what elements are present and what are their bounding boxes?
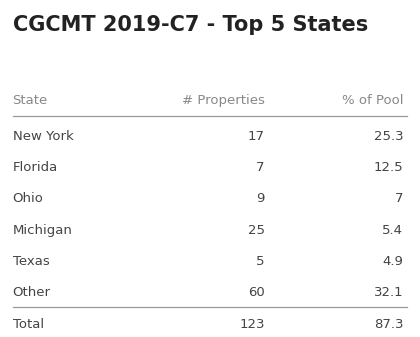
Text: Ohio: Ohio [13,192,44,206]
Text: 12.5: 12.5 [373,161,403,174]
Text: Florida: Florida [13,161,58,174]
Text: CGCMT 2019-C7 - Top 5 States: CGCMT 2019-C7 - Top 5 States [13,15,368,35]
Text: 5: 5 [256,255,265,268]
Text: 32.1: 32.1 [373,286,403,300]
Text: Total: Total [13,318,44,332]
Text: New York: New York [13,130,74,143]
Text: State: State [13,94,48,108]
Text: 4.9: 4.9 [382,255,403,268]
Text: 60: 60 [248,286,265,300]
Text: 9: 9 [256,192,265,206]
Text: 123: 123 [239,318,265,332]
Text: 87.3: 87.3 [374,318,403,332]
Text: # Properties: # Properties [182,94,265,108]
Text: % of Pool: % of Pool [342,94,403,108]
Text: 7: 7 [256,161,265,174]
Text: Michigan: Michigan [13,224,73,237]
Text: 25: 25 [248,224,265,237]
Text: 5.4: 5.4 [382,224,403,237]
Text: Texas: Texas [13,255,50,268]
Text: 17: 17 [248,130,265,143]
Text: Other: Other [13,286,50,300]
Text: 7: 7 [395,192,403,206]
Text: 25.3: 25.3 [373,130,403,143]
